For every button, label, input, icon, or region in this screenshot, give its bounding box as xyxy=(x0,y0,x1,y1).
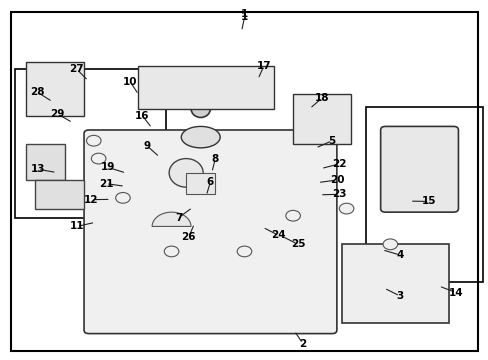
Text: 23: 23 xyxy=(331,189,346,199)
Ellipse shape xyxy=(191,100,210,117)
Circle shape xyxy=(237,246,251,257)
Text: 21: 21 xyxy=(99,179,113,189)
Text: 19: 19 xyxy=(101,162,115,172)
Circle shape xyxy=(116,193,130,203)
Text: 8: 8 xyxy=(211,154,219,163)
Wedge shape xyxy=(152,212,191,226)
Circle shape xyxy=(339,203,353,214)
Text: 22: 22 xyxy=(331,159,346,169)
Text: 29: 29 xyxy=(50,109,64,119)
FancyBboxPatch shape xyxy=(84,130,336,334)
Circle shape xyxy=(285,210,300,221)
Bar xyxy=(292,94,351,144)
Text: 12: 12 xyxy=(84,195,99,204)
Text: 17: 17 xyxy=(256,61,271,71)
Text: 24: 24 xyxy=(271,230,285,240)
Bar xyxy=(15,69,165,217)
FancyBboxPatch shape xyxy=(380,126,458,212)
Text: 16: 16 xyxy=(135,111,149,121)
Text: 2: 2 xyxy=(299,339,306,348)
Text: 10: 10 xyxy=(123,77,137,87)
Circle shape xyxy=(91,153,106,164)
Text: 26: 26 xyxy=(181,232,195,242)
Bar xyxy=(26,62,84,116)
Text: 14: 14 xyxy=(448,288,462,297)
Text: 13: 13 xyxy=(31,164,45,174)
Text: 1: 1 xyxy=(241,13,247,22)
Bar xyxy=(35,180,84,208)
Bar xyxy=(186,173,215,194)
Text: 3: 3 xyxy=(396,291,403,301)
Text: 11: 11 xyxy=(69,221,84,231)
Bar xyxy=(137,66,273,109)
Text: 27: 27 xyxy=(69,64,84,74)
Circle shape xyxy=(382,239,397,249)
Text: 9: 9 xyxy=(143,141,150,151)
Text: 18: 18 xyxy=(314,93,329,103)
Ellipse shape xyxy=(169,158,203,187)
Text: 20: 20 xyxy=(329,175,344,185)
Text: 25: 25 xyxy=(290,239,305,249)
Text: 5: 5 xyxy=(328,136,335,146)
Bar xyxy=(366,107,482,282)
Text: 28: 28 xyxy=(31,87,45,98)
Ellipse shape xyxy=(181,126,220,148)
Bar xyxy=(341,244,448,323)
Text: 7: 7 xyxy=(175,212,182,222)
Text: 6: 6 xyxy=(206,177,214,187)
Bar xyxy=(26,144,64,180)
Circle shape xyxy=(86,135,101,146)
Text: 15: 15 xyxy=(421,197,436,206)
Text: 4: 4 xyxy=(396,250,403,260)
Circle shape xyxy=(164,246,179,257)
Text: 1: 1 xyxy=(241,9,247,19)
